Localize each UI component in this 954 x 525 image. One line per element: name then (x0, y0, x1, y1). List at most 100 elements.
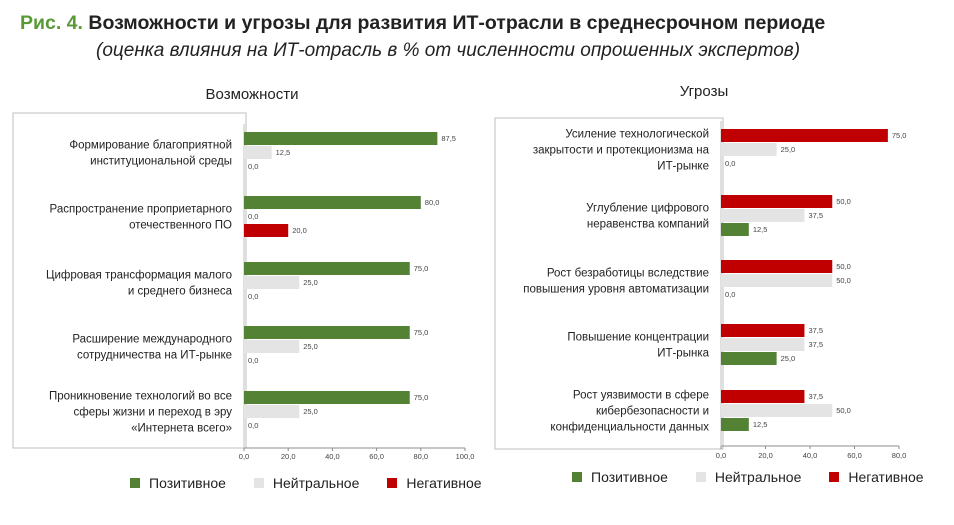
bar-opportunities-negative (244, 224, 289, 237)
bar-threats-positive (721, 418, 749, 431)
data-label-opportunities-neutral: 25,0 (303, 278, 318, 287)
x-tick-label-threats: 80,0 (892, 451, 907, 460)
bar-threats-negative (721, 324, 805, 337)
data-label-opportunities-negative: 20,0 (292, 226, 307, 235)
bar-opportunities-positive (244, 132, 438, 145)
category-label-opportunities: Расширение международного (72, 334, 232, 346)
bar-threats-neutral (721, 404, 833, 417)
legend-swatch-neutral (253, 478, 264, 488)
category-label-opportunities: отечественного ПО (129, 220, 232, 232)
category-label-threats: неравенства компаний (587, 219, 709, 231)
data-label-opportunities-neutral: 0,0 (248, 212, 258, 221)
category-label-threats: Углубление цифрового (586, 203, 709, 215)
category-label-threats: Рост безработицы вследствие (547, 268, 709, 280)
figure-subtitle: (оценка влияния на ИТ-отрасль в % от чис… (96, 40, 801, 61)
data-label-threats-positive: 12,5 (753, 225, 768, 234)
legend-item-positive: Позитивное (130, 475, 226, 491)
figure-number: Рис. 4. (20, 12, 83, 34)
legend-opportunities: Позитивное Нейтральное Негативное (130, 475, 510, 491)
bar-threats-positive (721, 223, 749, 236)
data-label-threats-negative: 37,5 (808, 392, 823, 401)
x-tick-label-opportunities: 20,0 (281, 452, 296, 461)
figure-title-text: Возможности и угрозы для развития ИТ-отр… (88, 12, 826, 34)
legend-item-positive: Позитивное (572, 469, 668, 485)
category-label-opportunities: сотрудничества на ИТ-рынке (77, 350, 232, 362)
legend-threats: Позитивное Нейтральное Негативное (572, 469, 952, 485)
data-label-opportunities-neutral: 25,0 (303, 407, 318, 416)
data-label-threats-neutral: 50,0 (836, 406, 851, 415)
bar-threats-negative (721, 129, 888, 142)
x-tick-label-opportunities: 80,0 (413, 452, 428, 461)
data-label-threats-positive: 12,5 (753, 420, 768, 429)
data-label-opportunities-negative: 0,0 (248, 356, 258, 365)
legend-label-positive: Позитивное (149, 475, 226, 491)
legend-label-positive: Позитивное (591, 469, 668, 485)
data-label-threats-positive: 25,0 (781, 354, 796, 363)
x-tick-label-threats: 40,0 (803, 451, 818, 460)
bar-opportunities-neutral (244, 276, 300, 289)
category-label-threats: кибербезопасности и (596, 406, 709, 418)
category-label-opportunities: Цифровая трансформация малого (46, 270, 232, 282)
chart-title-opportunities: Возможности (206, 86, 299, 103)
legend-swatch-negative (829, 472, 840, 482)
x-tick-label-opportunities: 40,0 (325, 452, 340, 461)
category-label-threats: Рост уязвимости в сфере (573, 390, 709, 402)
bar-opportunities-neutral (244, 146, 272, 159)
category-label-opportunities: и среднего бизнеса (128, 286, 233, 298)
category-label-opportunities: сферы жизни и переход в эру (74, 407, 233, 419)
legend-swatch-neutral (695, 472, 706, 482)
bar-threats-negative (721, 260, 833, 273)
legend-item-negative: Негативное (387, 475, 482, 491)
data-label-threats-neutral: 37,5 (808, 211, 823, 220)
data-label-opportunities-positive: 80,0 (425, 198, 440, 207)
category-label-opportunities: Распространение проприетарного (50, 204, 232, 216)
category-label-threats: повышения уровня автоматизации (523, 284, 709, 296)
category-label-threats: ИТ-рынка (657, 348, 709, 360)
bar-opportunities-neutral (244, 405, 300, 418)
data-label-opportunities-negative: 0,0 (248, 162, 258, 171)
legend-label-neutral: Нейтральное (272, 475, 360, 491)
data-label-opportunities-neutral: 12,5 (276, 148, 291, 157)
data-label-threats-positive: 0,0 (725, 290, 735, 299)
bar-threats-neutral (721, 338, 805, 351)
data-label-opportunities-neutral: 25,0 (303, 342, 318, 351)
legend-item-neutral: Нейтральное (695, 469, 802, 485)
data-label-threats-positive: 0,0 (725, 159, 735, 168)
bar-threats-negative (721, 390, 805, 403)
chart-title-threats: Угрозы (680, 83, 729, 100)
data-label-opportunities-positive: 75,0 (414, 328, 429, 337)
data-label-threats-negative: 37,5 (808, 326, 823, 335)
data-label-threats-neutral: 50,0 (836, 276, 851, 285)
bar-opportunities-positive (244, 196, 421, 209)
category-label-opportunities: «Интернета всего» (131, 423, 232, 435)
bar-threats-neutral (721, 274, 833, 287)
legend-item-negative: Негативное (829, 469, 924, 485)
legend-swatch-negative (387, 478, 398, 488)
x-tick-label-opportunities: 0,0 (239, 452, 249, 461)
data-label-opportunities-positive: 75,0 (414, 264, 429, 273)
legend-label-negative: Негативное (848, 469, 924, 485)
x-tick-label-opportunities: 100,0 (456, 452, 475, 461)
category-label-threats: ИТ-рынке (657, 161, 709, 173)
x-tick-label-threats: 60,0 (847, 451, 862, 460)
data-label-opportunities-negative: 0,0 (248, 421, 258, 430)
data-label-threats-negative: 75,0 (892, 131, 907, 140)
category-label-opportunities: Проникновение технологий во все (49, 391, 232, 403)
x-tick-label-threats: 20,0 (758, 451, 773, 460)
bar-threats-positive (721, 352, 777, 365)
legend-swatch-positive (130, 478, 140, 488)
x-tick-label-opportunities: 60,0 (369, 452, 384, 461)
x-tick-label-threats: 0,0 (716, 451, 726, 460)
category-label-opportunities: Формирование благоприятной (69, 140, 232, 152)
legend-label-neutral: Нейтральное (714, 469, 802, 485)
category-label-threats: закрытости и протекционизма на (533, 145, 710, 157)
bar-opportunities-positive (244, 262, 410, 275)
figure-title: Рис. 4. Возможности и угрозы для развити… (20, 12, 825, 35)
category-label-threats: Повышение концентрации (567, 332, 709, 344)
category-label-opportunities: институциональной среды (90, 156, 232, 168)
data-label-threats-neutral: 37,5 (808, 340, 823, 349)
bar-opportunities-neutral (244, 340, 300, 353)
legend-swatch-positive (572, 472, 582, 482)
data-label-opportunities-positive: 75,0 (414, 393, 429, 402)
